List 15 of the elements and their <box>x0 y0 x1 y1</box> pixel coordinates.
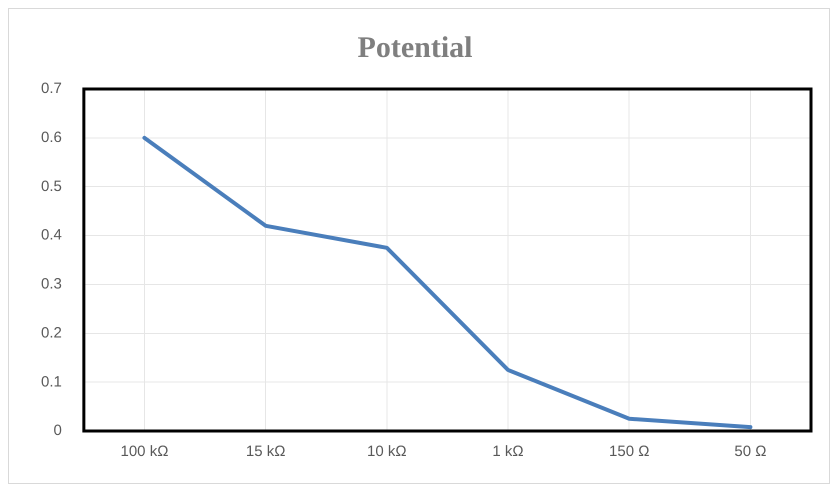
x-tick-label: 100 kΩ <box>120 443 168 460</box>
x-tick-label: 10 kΩ <box>367 443 407 460</box>
y-tick-label: 0.4 <box>40 226 62 244</box>
x-tick-label: 15 kΩ <box>246 443 286 460</box>
y-tick-label: 0.2 <box>40 324 62 342</box>
y-tick-label: 0.5 <box>40 178 62 195</box>
y-tick-label: 0 <box>54 422 62 440</box>
x-tick-label: 150 Ω <box>609 443 650 460</box>
y-tick-label: 0.7 <box>40 80 62 98</box>
y-tick-label: 0.6 <box>40 129 62 146</box>
y-tick-label: 0.3 <box>40 276 62 293</box>
x-tick-label: 1 kΩ <box>492 443 524 460</box>
chart-title: Potential <box>358 30 472 64</box>
x-tick-label: 50 Ω <box>734 443 766 460</box>
y-tick-label: 0.1 <box>40 373 62 390</box>
